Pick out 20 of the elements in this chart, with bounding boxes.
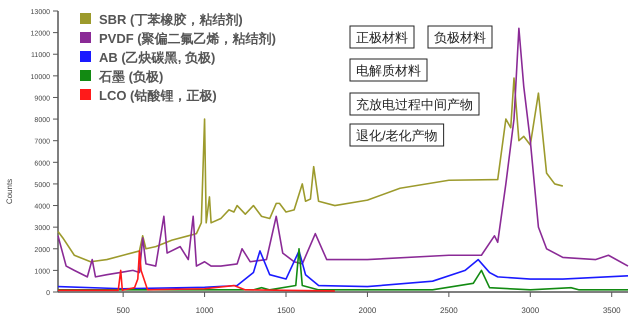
annotation: 负极材料 xyxy=(434,30,486,45)
legend-label: 石墨 (负极) xyxy=(98,69,164,84)
legend-label: SBR (丁苯橡胶，粘结剂) xyxy=(99,12,243,27)
x-tick-label: 1500 xyxy=(277,306,296,315)
annotation: 电解质材料 xyxy=(356,63,421,78)
x-tick-label: 500 xyxy=(116,306,130,315)
y-axis-title: Counts xyxy=(5,178,14,204)
annotation: 退化/老化产物 xyxy=(356,128,438,143)
legend-label: LCO (钴酸锂，正极) xyxy=(99,88,217,103)
legend-label: AB (乙炔碳黑, 负极) xyxy=(99,50,216,65)
x-tick-label: 2500 xyxy=(440,306,458,315)
x-tick-label: 3500 xyxy=(602,306,622,315)
line-series xyxy=(57,250,336,292)
legend-label: PVDF (聚偏二氟乙烯，粘结剂) xyxy=(99,31,276,46)
line-series xyxy=(57,27,629,278)
annotation: 充放电过程中间产物 xyxy=(356,97,473,112)
x-tick-label: 3000 xyxy=(521,306,540,315)
x-tick-label: 1000 xyxy=(196,306,214,315)
annotation: 正极材料 xyxy=(356,30,408,45)
x-tick-label: 2000 xyxy=(358,306,377,315)
